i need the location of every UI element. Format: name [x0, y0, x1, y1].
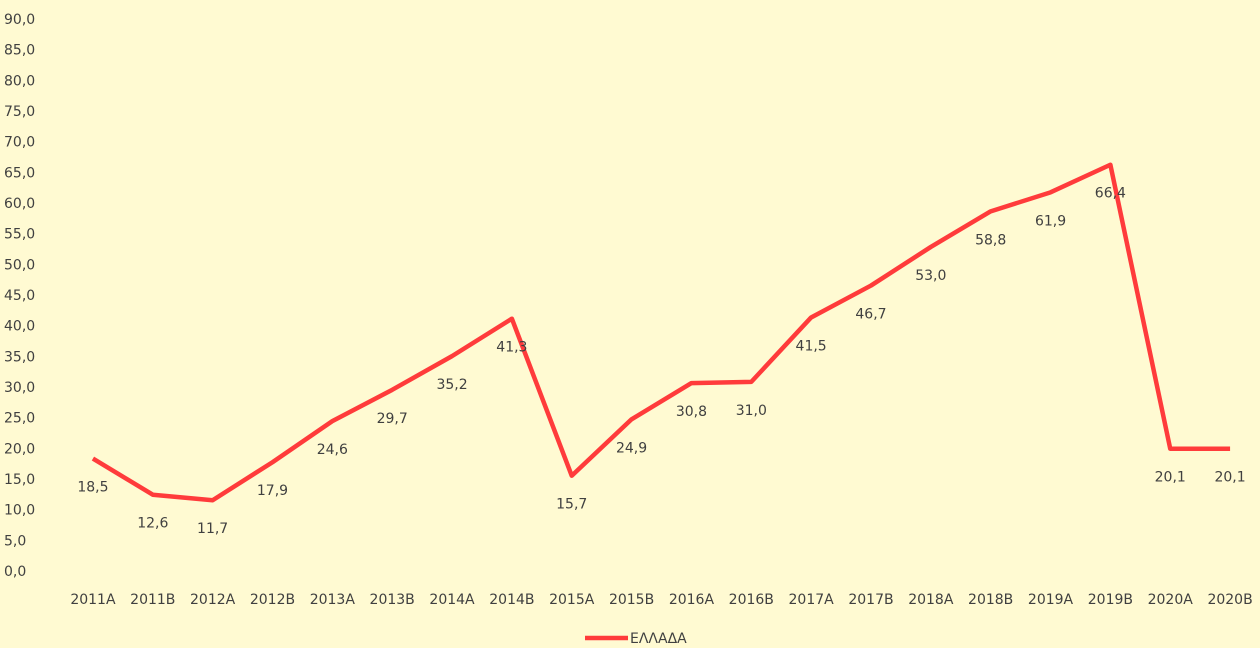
y-tick-label: 90,0 — [4, 12, 35, 28]
y-tick-label: 45,0 — [4, 288, 35, 304]
x-tick-label: 2018Β — [968, 592, 1013, 608]
x-tick-label: 2017Β — [848, 592, 893, 608]
y-tick-label: 5,0 — [4, 533, 26, 549]
x-tick-label: 2017Α — [789, 592, 835, 608]
y-tick-label: 65,0 — [4, 165, 35, 181]
data-label: 29,7 — [377, 411, 408, 427]
data-label: 31,0 — [736, 403, 767, 419]
x-tick-label: 2012Α — [190, 592, 236, 608]
legend-label: ΕΛΛΑΔΑ — [630, 631, 687, 647]
y-tick-label: 55,0 — [4, 227, 35, 243]
data-label: 61,9 — [1035, 213, 1066, 229]
y-tick-label: 50,0 — [4, 257, 35, 273]
x-tick-label: 2018Α — [908, 592, 954, 608]
data-label: 18,5 — [77, 480, 108, 496]
x-tick-label: 2015Β — [609, 592, 654, 608]
data-label: 53,0 — [915, 268, 946, 284]
data-label: 20,1 — [1155, 470, 1186, 486]
y-tick-label: 35,0 — [4, 349, 35, 365]
data-label: 30,8 — [676, 404, 707, 420]
x-tick-label: 2020Α — [1148, 592, 1194, 608]
x-tick-label: 2016Α — [669, 592, 715, 608]
data-label: 46,7 — [855, 307, 886, 323]
x-tick-label: 2019Α — [1028, 592, 1074, 608]
y-tick-label: 40,0 — [4, 319, 35, 335]
data-label: 66,4 — [1095, 186, 1126, 202]
data-label: 11,7 — [197, 521, 228, 537]
x-tick-label: 2016Β — [729, 592, 774, 608]
y-tick-label: 0,0 — [4, 564, 26, 580]
y-tick-label: 85,0 — [4, 43, 35, 59]
data-label: 12,6 — [137, 516, 168, 532]
x-tick-label: 2019Β — [1088, 592, 1133, 608]
y-tick-label: 60,0 — [4, 196, 35, 212]
y-tick-label: 70,0 — [4, 135, 35, 151]
y-tick-label: 20,0 — [4, 441, 35, 457]
x-tick-label: 2013Α — [310, 592, 356, 608]
data-label: 35,2 — [436, 377, 467, 393]
y-tick-label: 15,0 — [4, 472, 35, 488]
x-tick-label: 2014Β — [489, 592, 534, 608]
y-tick-label: 25,0 — [4, 411, 35, 427]
y-tick-label: 75,0 — [4, 104, 35, 120]
data-label: 41,3 — [496, 340, 527, 356]
x-tick-label: 2020Β — [1207, 592, 1252, 608]
x-tick-label: 2014Α — [429, 592, 475, 608]
data-label: 15,7 — [556, 497, 587, 513]
data-label: 58,8 — [975, 232, 1006, 248]
x-tick-label: 2015Α — [549, 592, 595, 608]
y-tick-label: 10,0 — [4, 503, 35, 519]
x-tick-label: 2011Β — [130, 592, 175, 608]
x-tick-label: 2011Α — [70, 592, 116, 608]
x-tick-label: 2012Β — [250, 592, 295, 608]
y-tick-label: 30,0 — [4, 380, 35, 396]
data-label: 17,9 — [257, 483, 288, 499]
y-tick-label: 80,0 — [4, 73, 35, 89]
data-line — [91, 162, 1231, 503]
x-tick-label: 2013Β — [370, 592, 415, 608]
data-label: 41,5 — [796, 338, 827, 354]
data-label: 24,6 — [317, 442, 348, 458]
data-label: 20,1 — [1214, 470, 1245, 486]
data-label: 24,9 — [616, 440, 647, 456]
